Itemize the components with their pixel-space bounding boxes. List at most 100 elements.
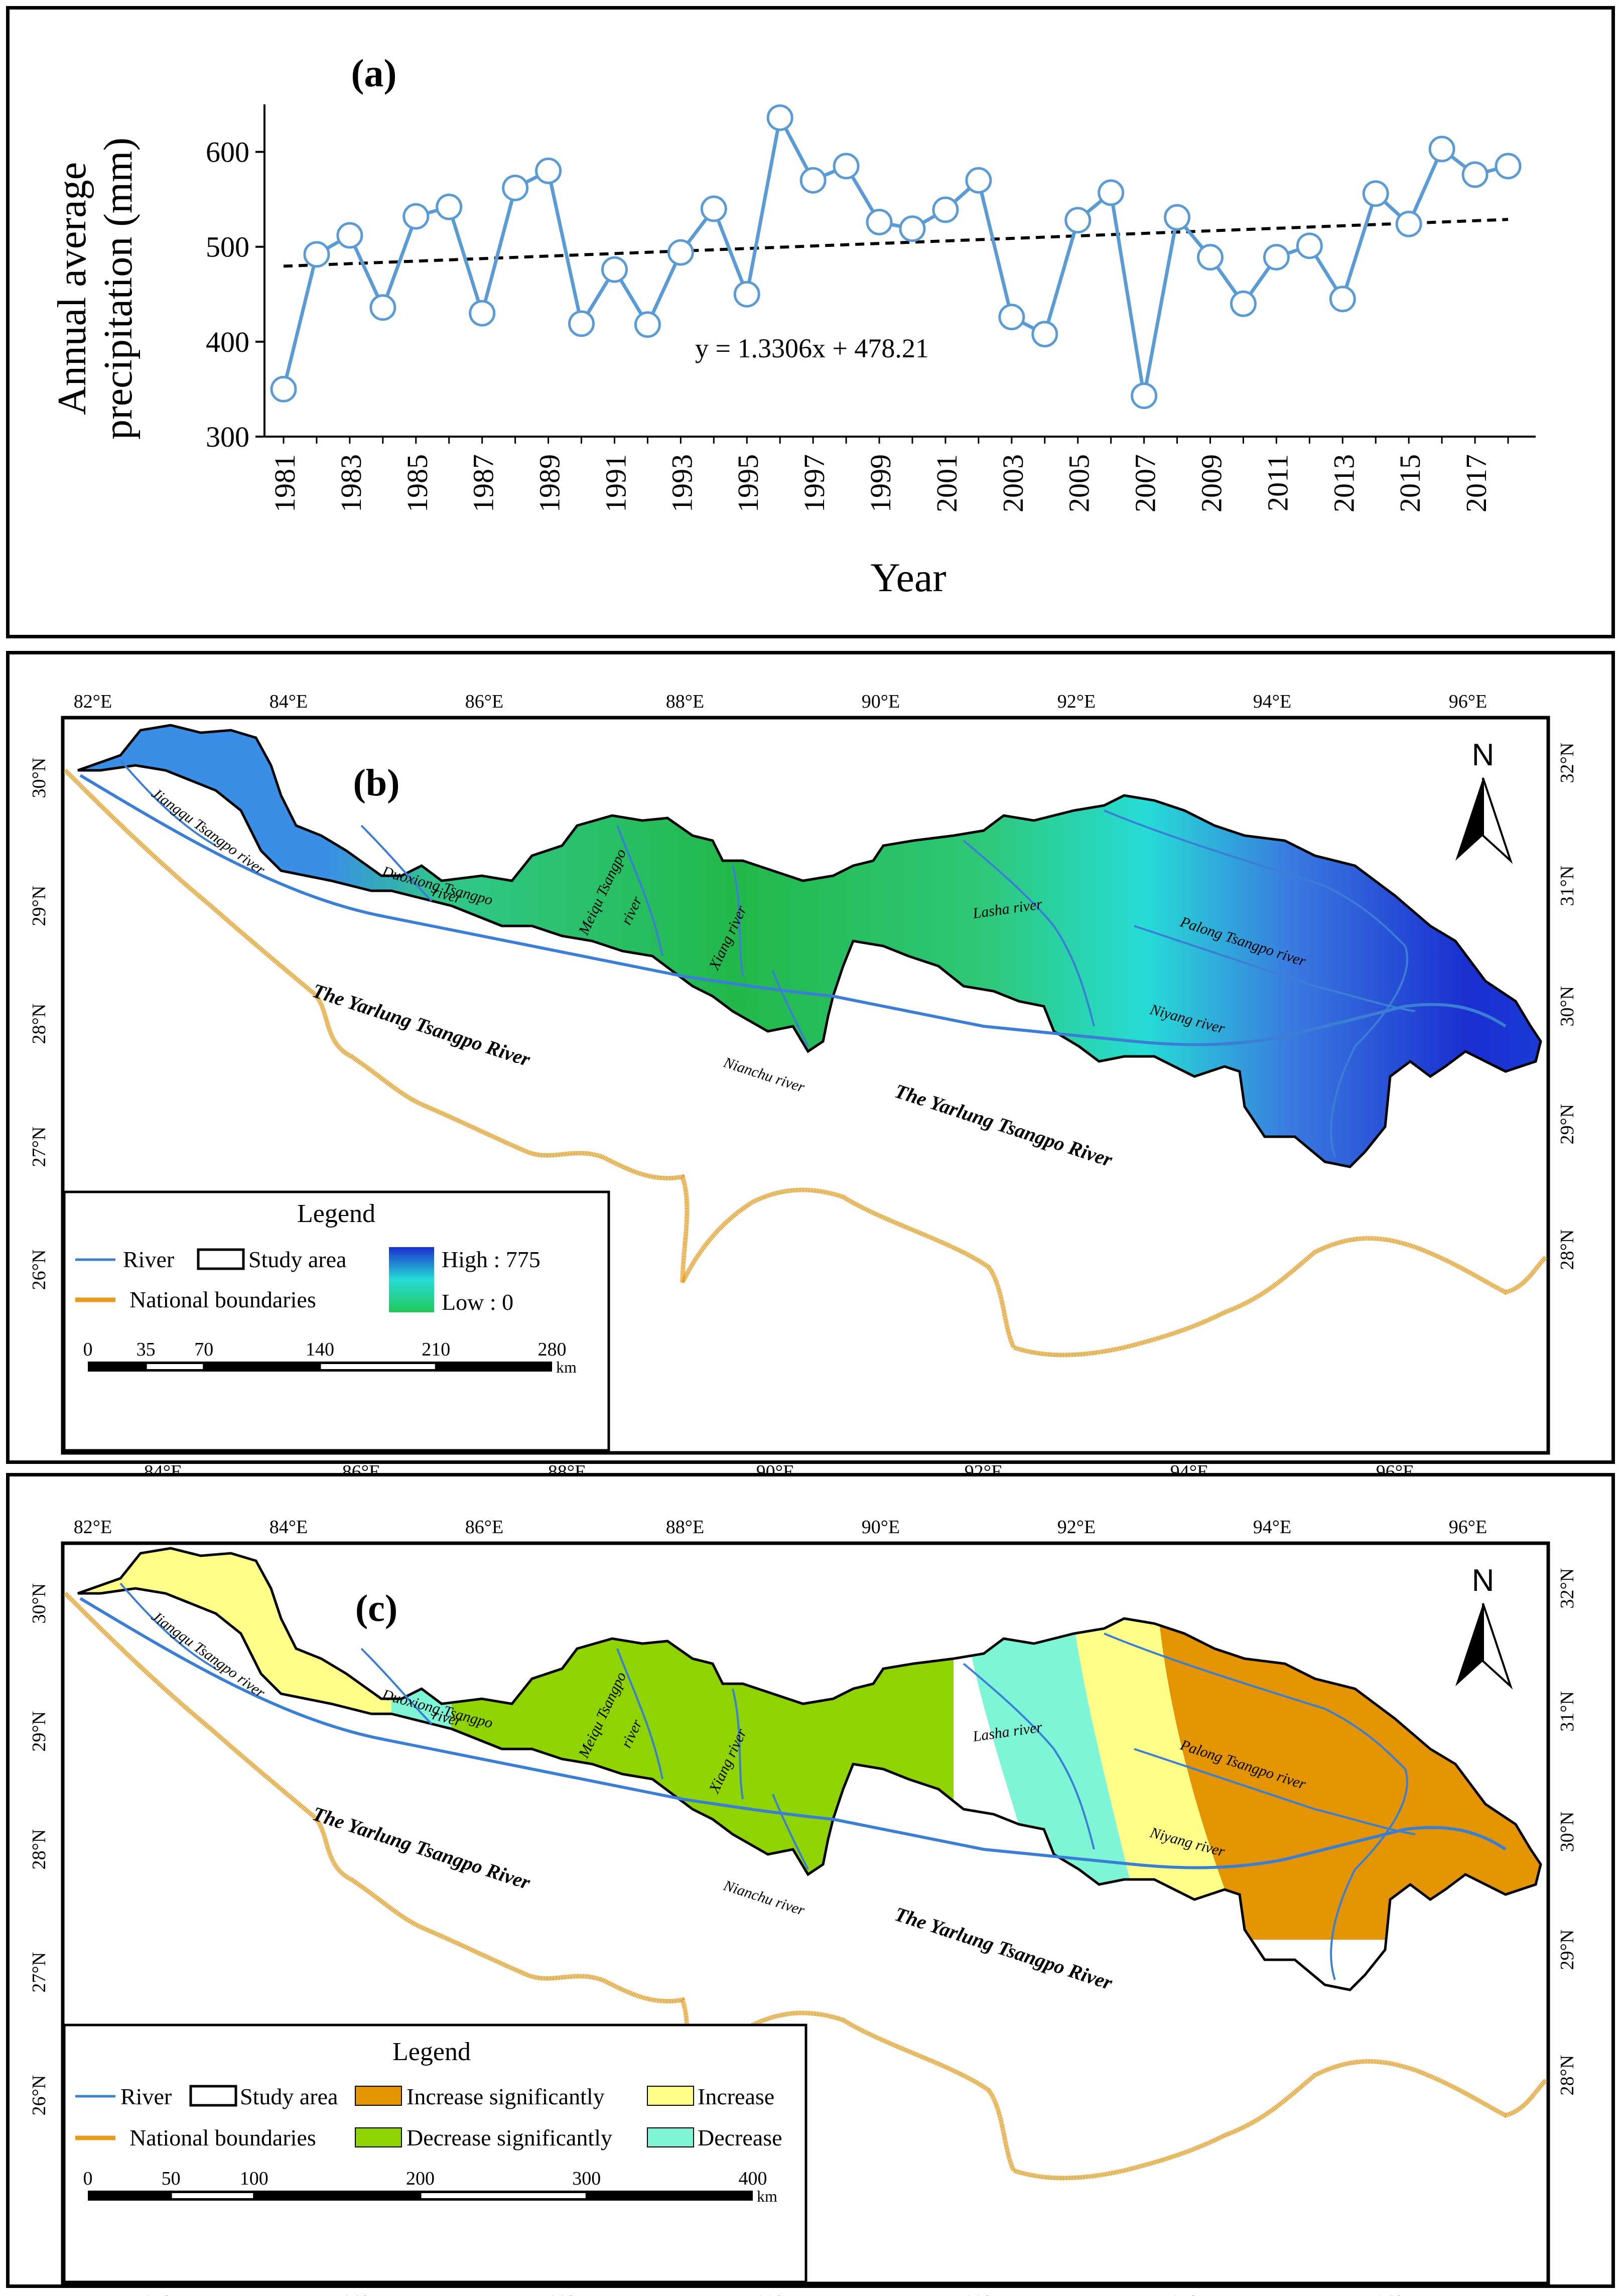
tributary-river-line xyxy=(1104,809,1408,1157)
lon-label-top: 92°E xyxy=(1057,691,1096,712)
legend-boundary-label: National boundaries xyxy=(129,2125,316,2150)
scale-bar-base xyxy=(88,1362,552,1372)
lon-label-top: 92°E xyxy=(1057,1517,1096,1538)
data-point xyxy=(303,241,330,268)
lon-label-bottom: 84°E xyxy=(144,1461,182,1473)
lat-label-left: 26°N xyxy=(29,2075,50,2116)
legend-c: Legend River Study area Increase signifi… xyxy=(63,2023,807,2283)
lat-label-right: 28°N xyxy=(1557,2055,1578,2096)
legend-decrease-label: Decrease xyxy=(698,2125,782,2150)
lon-label-top: 94°E xyxy=(1253,691,1291,712)
lat-label-left: 29°N xyxy=(29,886,50,926)
main-river-label-west: The Yarlung Tsangpo River xyxy=(310,1802,533,1894)
lat-label-left: 28°N xyxy=(29,1829,50,1870)
map-frame xyxy=(61,716,1550,1455)
data-point xyxy=(1461,161,1489,188)
scale-bar-unit: km xyxy=(757,2187,777,2205)
tributary-river-line xyxy=(732,1688,744,1800)
north-arrow-icon: N xyxy=(1455,738,1513,864)
data-point xyxy=(436,193,463,220)
legend-decrease-swatch xyxy=(647,2127,694,2147)
tributary-river-line xyxy=(963,840,1095,1027)
data-point xyxy=(1495,153,1522,180)
lon-label-top: 84°E xyxy=(269,1517,308,1538)
precip-series xyxy=(270,104,1522,410)
main-river-label-east: The Yarlung Tsangpo River xyxy=(892,1079,1115,1171)
lat-label-left: 30°N xyxy=(29,1583,50,1624)
x-tick-label: 1987 xyxy=(467,454,500,512)
lat-label-right: 29°N xyxy=(1557,1930,1578,1970)
lon-label-bottom: 86°E xyxy=(342,2292,380,2296)
north-arrow-icon: N xyxy=(1455,1563,1513,1690)
lon-label-bottom: 84°E xyxy=(144,2292,182,2296)
legend-increase-swatch xyxy=(647,2086,694,2106)
scale-bar-label: 70 xyxy=(194,1339,213,1360)
river-label-nianchu: Nianchu river xyxy=(721,1877,807,1919)
national-boundary-line xyxy=(63,768,1548,1358)
lon-label-top: 82°E xyxy=(74,691,112,712)
tributary-river-line xyxy=(616,1648,663,1780)
lon-label-top: 88°E xyxy=(666,1517,704,1538)
lon-label-top: 86°E xyxy=(465,691,503,712)
legend-study-area-swatch xyxy=(189,2085,237,2107)
lat-label-left: 28°N xyxy=(29,1004,50,1044)
data-point xyxy=(1329,286,1356,313)
x-axis-title: Year xyxy=(870,555,946,600)
lat-label-right: 29°N xyxy=(1557,1104,1578,1145)
scale-bar-label: 100 xyxy=(240,2168,268,2189)
scale-bar-label: 210 xyxy=(422,1339,450,1360)
trend-line xyxy=(283,218,1509,268)
legend-river-label: River xyxy=(123,1247,174,1272)
lon-label-top: 94°E xyxy=(1253,1517,1291,1538)
scale-bar-label: 300 xyxy=(572,2168,601,2189)
lon-label-top: 90°E xyxy=(862,1517,900,1538)
lat-label-right: 31°N xyxy=(1557,866,1578,906)
lon-label-bottom: 88°E xyxy=(548,2292,586,2296)
legend-boundary-label: National boundaries xyxy=(129,1287,316,1312)
chart-axes: 300 400 500 600 1981 1983 1985 1987 1989 1991 1993… xyxy=(206,104,1536,512)
legend-high-label: High : 775 xyxy=(442,1247,541,1272)
x-tick-label: 2013 xyxy=(1327,454,1360,512)
x-tick-label: 1983 xyxy=(335,454,367,512)
x-tick-label: 1995 xyxy=(732,454,764,512)
main-river-line xyxy=(79,1597,1507,1869)
data-point xyxy=(866,209,893,236)
data-point xyxy=(799,167,827,194)
tributary-river-line xyxy=(732,865,744,977)
legend-decrease-significantly-label: Decrease significantly xyxy=(407,2125,612,2150)
panel-c-map: 82°E 84°E 86°E 88°E 90°E 92°E 94°E 96°E 84°E 86°E… xyxy=(29,1517,1578,2296)
x-tick-label: 1991 xyxy=(599,454,632,512)
lat-label-left: 29°N xyxy=(29,1711,50,1752)
x-tick-label: 2007 xyxy=(1129,454,1162,512)
data-point xyxy=(634,311,661,338)
scale-bar-label: 0 xyxy=(83,2168,93,2189)
x-tick-label: 1999 xyxy=(864,454,897,512)
svg-text:N: N xyxy=(1472,1563,1495,1598)
data-point xyxy=(1098,179,1125,206)
x-tick-label: 2005 xyxy=(1063,454,1096,512)
x-tick-label: 2011 xyxy=(1261,454,1294,511)
lon-label-top: 88°E xyxy=(666,691,704,712)
legend-increase-significantly-swatch xyxy=(355,2086,402,2106)
scale-bar-label: 400 xyxy=(739,2168,767,2189)
legend-low-label: Low : 0 xyxy=(442,1289,513,1315)
tributary-river-line xyxy=(772,1794,809,1870)
data-point xyxy=(601,256,628,283)
data-point xyxy=(502,174,529,201)
legend-title: Legend xyxy=(392,2038,471,2066)
river-label-nianchu: Nianchu river xyxy=(721,1054,807,1096)
x-tick-label: 2017 xyxy=(1460,454,1493,512)
scale-bar-label: 280 xyxy=(538,1339,567,1360)
scale-bar-label: 35 xyxy=(137,1339,156,1360)
lon-label-top: 86°E xyxy=(465,1517,503,1538)
scale-bar-segment xyxy=(147,1364,203,1369)
x-tick-label: 2015 xyxy=(1394,454,1426,512)
legend-study-area-swatch xyxy=(197,1248,245,1270)
panel-b-map: 82°E 84°E 86°E 88°E 90°E 92°E 94°E 96°E 84°E 86°E… xyxy=(29,691,1578,1473)
data-point xyxy=(1031,321,1058,348)
data-point xyxy=(766,104,793,131)
lon-label-bottom: 94°E xyxy=(1170,1461,1208,1473)
lat-label-left: 26°N xyxy=(29,1250,50,1290)
panel-c-frame xyxy=(6,1473,1615,2288)
